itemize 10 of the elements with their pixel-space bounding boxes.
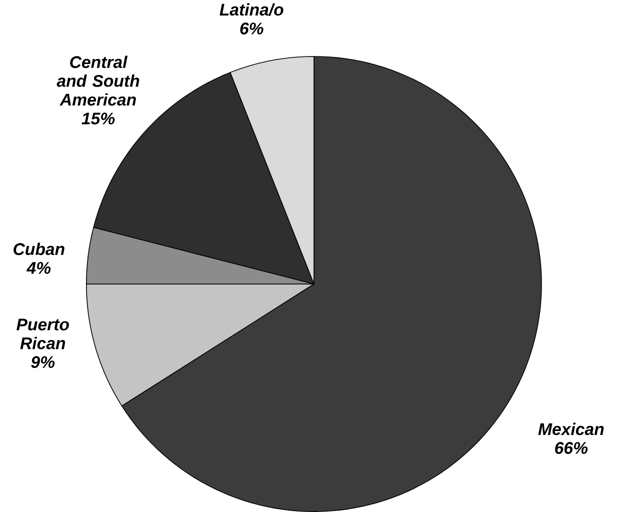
slice-label: Mexican <box>538 422 604 436</box>
data-label: 6% <box>240 22 264 34</box>
data-label: 66% <box>555 442 588 454</box>
slice-label: Latina/o <box>220 3 284 16</box>
slice-label: Central and South American <box>56 56 140 106</box>
slice-label: Puerto Rican <box>16 318 69 350</box>
data-label: 15% <box>82 112 115 124</box>
data-label: 4% <box>26 262 51 274</box>
data-label: 9% <box>31 356 55 368</box>
slice-label: Cuban <box>14 242 64 256</box>
